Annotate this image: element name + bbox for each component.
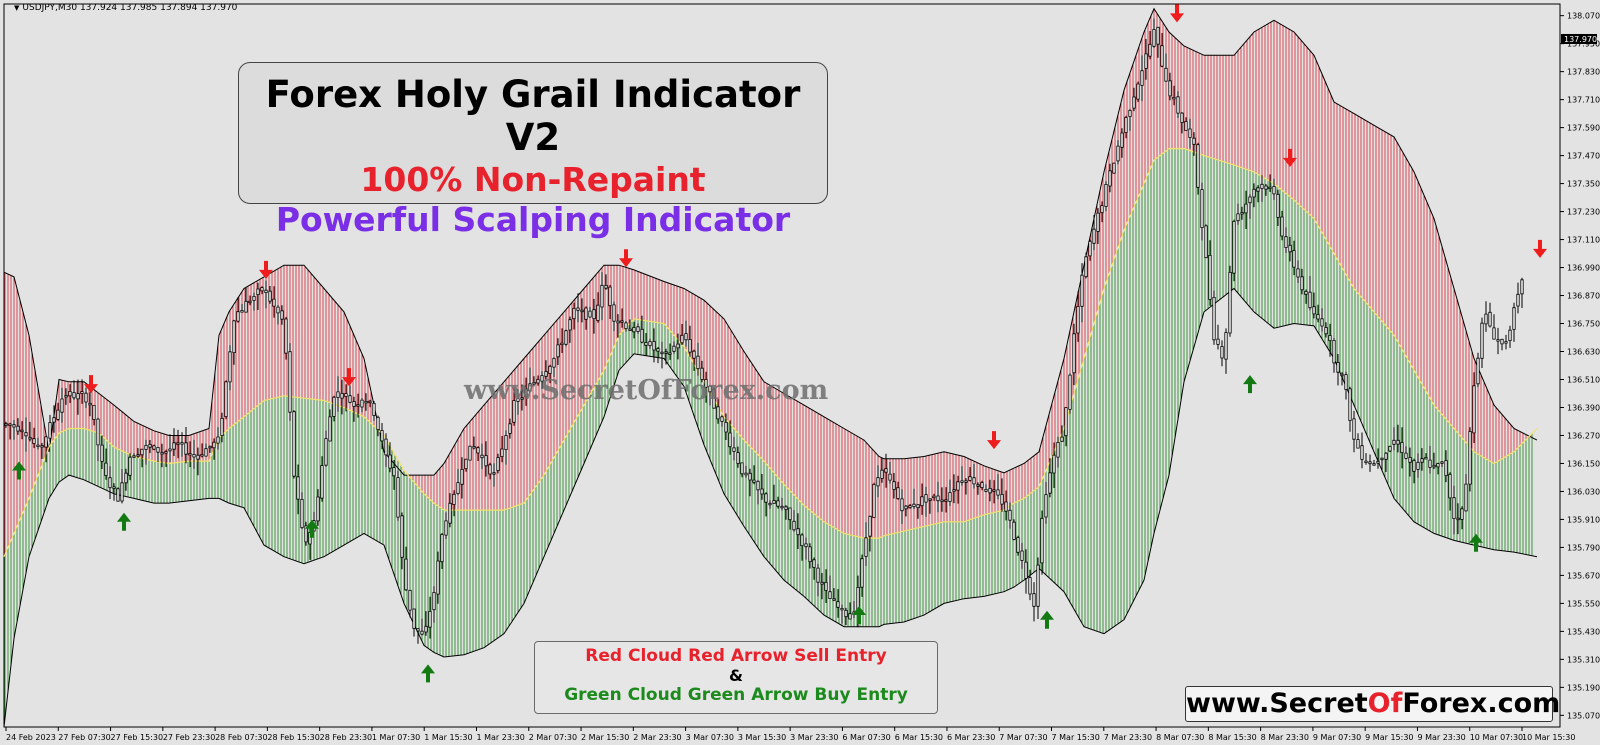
y-tick-label: 137.110 (1567, 236, 1600, 245)
x-tick-label: 1 Mar 15:30 (424, 733, 472, 742)
y-tick-label: 137.830 (1567, 68, 1600, 77)
dropdown-triangle-icon[interactable]: ▼ (14, 4, 20, 12)
y-tick-label: 135.670 (1567, 571, 1600, 580)
current-price-label: 137.970 (1564, 35, 1597, 44)
y-tick-label: 137.590 (1567, 124, 1600, 133)
x-tick-label: 6 Mar 15:30 (895, 733, 943, 742)
y-tick-label: 137.470 (1567, 152, 1600, 161)
x-tick-label: 7 Mar 07:30 (999, 733, 1047, 742)
y-tick-label: 136.030 (1567, 487, 1600, 496)
x-tick-label: 28 Feb 07:30 (215, 733, 267, 742)
y-tick-label: 136.510 (1567, 375, 1600, 384)
legend-sell-text: Red Cloud Red Arrow Sell Entry (585, 646, 887, 666)
sell-arrow-icon (987, 431, 1001, 450)
x-tick-label: 6 Mar 07:30 (842, 733, 890, 742)
x-tick-label: 2 Mar 15:30 (581, 733, 629, 742)
legend-ampersand: & (729, 666, 743, 685)
buy-arrow-icon (852, 606, 866, 625)
green-cloud (4, 148, 1533, 719)
x-tick-label: 8 Mar 23:30 (1261, 733, 1309, 742)
buy-arrow-icon (1469, 533, 1483, 552)
non-repaint-subtitle: 100% Non-Repaint (360, 160, 706, 199)
x-tick-label: 9 Mar 23:30 (1417, 733, 1465, 742)
y-tick-label: 137.710 (1567, 96, 1600, 105)
y-tick-label: 137.230 (1567, 208, 1600, 217)
sell-arrow-icon (342, 368, 356, 387)
brand-suffix: Forex.com (1402, 688, 1561, 719)
scalping-subtitle: Powerful Scalping Indicator (275, 200, 791, 239)
brand-prefix: www.Secret (1186, 688, 1368, 719)
x-tick-label: 3 Mar 07:30 (686, 733, 734, 742)
lower-band (3, 287, 1538, 728)
sell-arrow-icon (1170, 4, 1184, 23)
indicator-title: Forex Holy Grail Indicator V2 (265, 73, 801, 159)
y-tick-label: 135.790 (1567, 543, 1600, 552)
watermark: www.SecretOfForex.com (464, 375, 829, 406)
y-tick-label: 137.350 (1567, 180, 1600, 189)
buy-arrow-icon (1243, 375, 1257, 394)
y-tick-label: 135.910 (1567, 515, 1600, 524)
x-tick-label: 7 Mar 15:30 (1052, 733, 1100, 742)
x-tick-label: 9 Mar 07:30 (1313, 733, 1361, 742)
sell-arrow-icon (259, 260, 273, 279)
current-price-tag (1561, 33, 1597, 44)
x-tick-label: 3 Mar 15:30 (738, 733, 786, 742)
y-tick-label: 136.990 (1567, 264, 1600, 273)
sell-arrow-icon (84, 375, 98, 394)
brand-url-box[interactable]: www.SecretOfForex.com (1185, 686, 1560, 722)
x-tick-label: 2 Mar 07:30 (529, 733, 577, 742)
y-tick-label: 136.270 (1567, 431, 1600, 440)
symbol-info-text: USDJPY,M30 137.924 137.985 137.894 137.9… (22, 3, 238, 13)
buy-arrow-icon (421, 664, 435, 683)
x-tick-label: 28 Feb 23:30 (320, 733, 372, 742)
y-tick-label: 135.550 (1567, 599, 1600, 608)
x-tick-label: 6 Mar 23:30 (947, 733, 995, 742)
symbol-info: ▼ USDJPY,M30 137.924 137.985 137.894 137.… (14, 3, 237, 13)
legend-buy-text: Green Cloud Green Arrow Buy Entry (564, 685, 908, 705)
x-tick-label: 27 Feb 15:30 (111, 733, 163, 742)
title-box: Forex Holy Grail Indicator V2 100% Non-R… (238, 62, 828, 239)
legend-box: Red Cloud Red Arrow Sell Entry & Green C… (534, 641, 938, 714)
y-tick-label: 136.150 (1567, 459, 1600, 468)
y-tick-label: 136.750 (1567, 320, 1600, 329)
buy-arrow-icon (1040, 610, 1054, 629)
price-candles (4, 26, 1524, 635)
x-tick-label: 27 Feb 07:30 (58, 733, 110, 742)
sell-arrow-icon (1533, 239, 1547, 258)
upper-band (3, 7, 1538, 476)
y-tick-label: 135.070 (1567, 711, 1600, 720)
x-tick-label: 7 Mar 23:30 (1104, 733, 1152, 742)
y-tick-label: 135.190 (1567, 683, 1600, 692)
x-tick-label: 28 Feb 15:30 (267, 733, 319, 742)
x-tick-label: 10 Mar 07:30 (1470, 733, 1523, 742)
buy-arrow-icon (117, 512, 131, 531)
x-tick-label: 8 Mar 07:30 (1156, 733, 1204, 742)
y-tick-label: 138.070 (1567, 12, 1600, 21)
brand-accent: Of (1367, 688, 1403, 719)
sell-arrow-icon (619, 249, 633, 268)
x-tick-label: 2 Mar 23:30 (633, 733, 681, 742)
x-tick-label: 24 Feb 2023 (6, 733, 56, 742)
buy-arrow-icon (305, 519, 319, 538)
x-tick-label: 3 Mar 23:30 (790, 733, 838, 742)
x-tick-label: 8 Mar 15:30 (1208, 733, 1256, 742)
buy-arrow-icon (12, 461, 26, 480)
x-tick-label: 27 Feb 23:30 (163, 733, 215, 742)
y-tick-label: 136.870 (1567, 292, 1600, 301)
sell-arrow-icon (1283, 148, 1297, 167)
y-tick-label: 137.950 (1567, 40, 1600, 49)
y-tick-label: 136.390 (1567, 403, 1600, 412)
y-tick-label: 136.630 (1567, 348, 1600, 357)
x-tick-label: 9 Mar 15:30 (1365, 733, 1413, 742)
x-tick-label: 10 Mar 15:30 (1522, 733, 1575, 742)
y-tick-label: 135.430 (1567, 627, 1600, 636)
x-tick-label: 1 Mar 23:30 (476, 733, 524, 742)
x-tick-label: 1 Mar 07:30 (372, 733, 420, 742)
y-tick-label: 135.310 (1567, 655, 1600, 664)
